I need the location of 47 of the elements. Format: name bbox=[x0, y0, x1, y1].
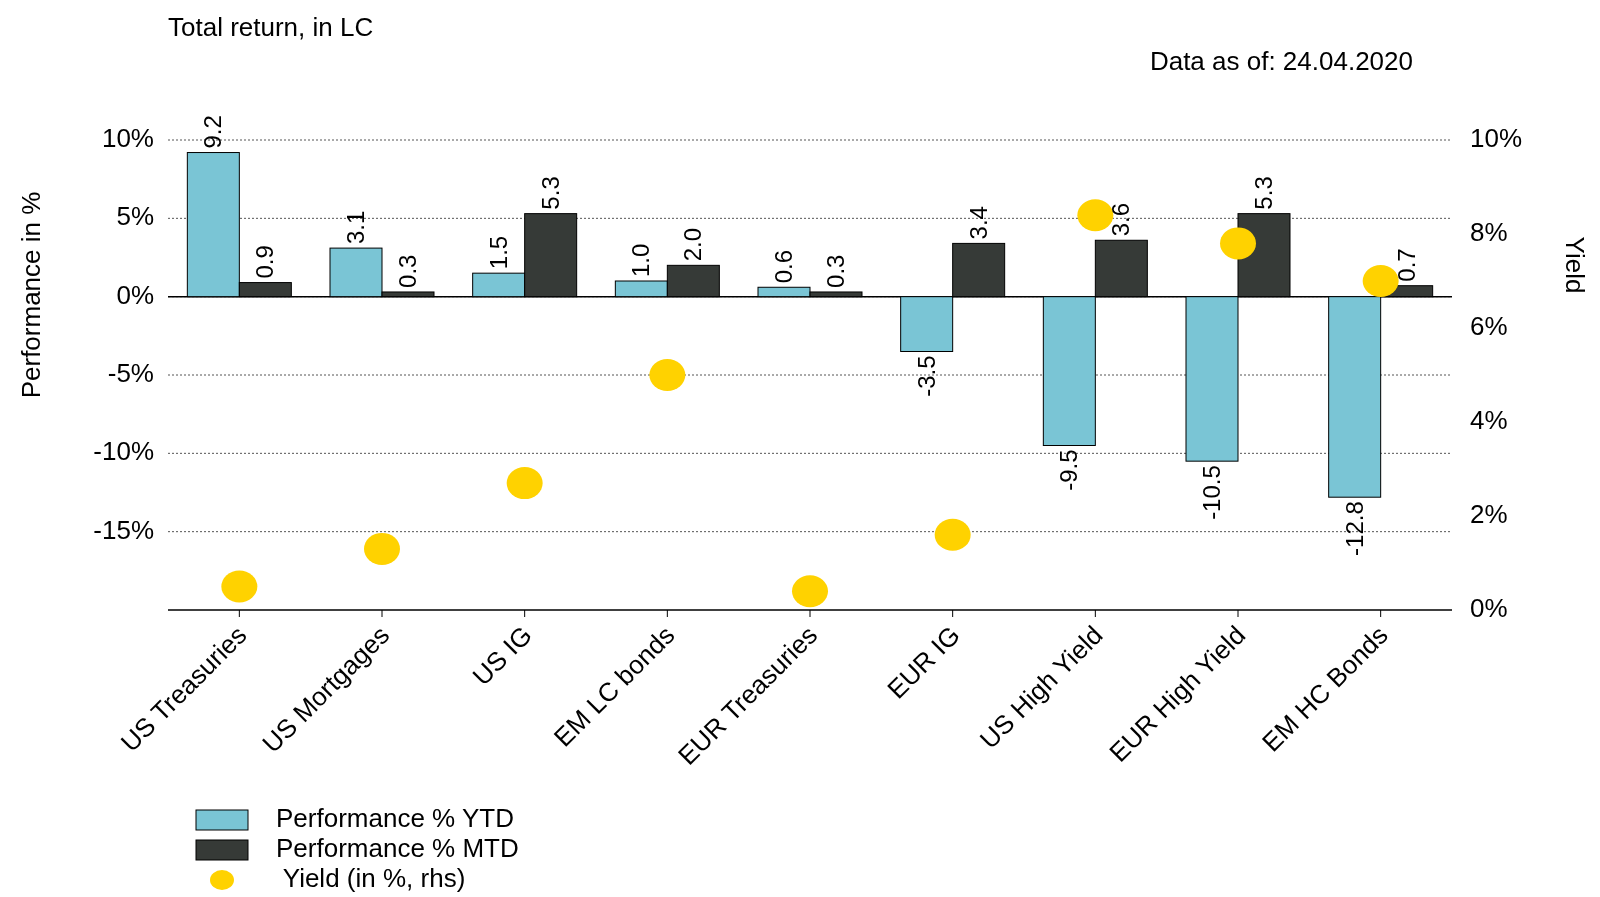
data-label: 3.4 bbox=[964, 206, 992, 240]
point bbox=[506, 467, 543, 500]
chart-title: Total return, in LC bbox=[168, 12, 374, 42]
data-label: -10.5 bbox=[1198, 465, 1225, 520]
y2-tick-label: 4% bbox=[1470, 404, 1508, 435]
y-tick-label: 5% bbox=[116, 201, 154, 232]
data-label: 0.6 bbox=[770, 249, 797, 284]
chart-subtitle: Data as of: 24.04.2020 bbox=[1149, 46, 1413, 76]
data-label: 9.2 bbox=[199, 115, 227, 149]
y2-tick-label: 8% bbox=[1470, 216, 1508, 247]
data-label: 2.0 bbox=[679, 227, 707, 262]
data-label: 0.3 bbox=[394, 254, 421, 288]
legend-label: Performance % MTD bbox=[276, 832, 519, 863]
y2-tick-label: 6% bbox=[1470, 310, 1508, 341]
point bbox=[934, 518, 971, 551]
point bbox=[364, 532, 400, 565]
data-label: -3.5 bbox=[912, 355, 940, 397]
y-tick-label: 0% bbox=[116, 279, 154, 310]
y-tick-label: -15% bbox=[93, 514, 154, 545]
legend-label: Performance % YTD bbox=[276, 802, 514, 833]
data-label: 0.9 bbox=[251, 245, 279, 279]
data-label: 5.3 bbox=[1250, 176, 1277, 210]
y2-tick-label: 2% bbox=[1470, 498, 1508, 529]
data-label: 0.7 bbox=[1392, 248, 1420, 282]
point bbox=[1220, 227, 1256, 260]
data-label: 3.6 bbox=[1107, 202, 1135, 237]
point bbox=[1077, 199, 1114, 232]
y2-tick-label: 0% bbox=[1470, 592, 1508, 623]
data-label: 0.3 bbox=[822, 254, 849, 288]
point bbox=[1362, 265, 1399, 297]
y2-axis-title: Yield bbox=[1560, 236, 1590, 294]
data-label: -9.5 bbox=[1055, 449, 1083, 491]
y-tick-label: -10% bbox=[93, 436, 154, 467]
point bbox=[792, 575, 828, 608]
y2-tick-label: 10% bbox=[1470, 122, 1523, 153]
data-label: 3.1 bbox=[342, 210, 369, 245]
data-label: 1.5 bbox=[484, 235, 512, 270]
y-tick-label: 10% bbox=[101, 122, 154, 153]
data-label: 5.3 bbox=[536, 176, 564, 210]
y-axis-title: Performance in % bbox=[16, 191, 46, 399]
point bbox=[649, 359, 686, 391]
x-tick-label: US IG bbox=[466, 619, 538, 692]
legend-label: Yield (in %, rhs) bbox=[276, 862, 466, 893]
point bbox=[221, 570, 258, 603]
y-tick-label: -5% bbox=[107, 357, 154, 388]
data-label: 1.0 bbox=[627, 243, 655, 277]
data-label: -12.8 bbox=[1340, 501, 1368, 556]
